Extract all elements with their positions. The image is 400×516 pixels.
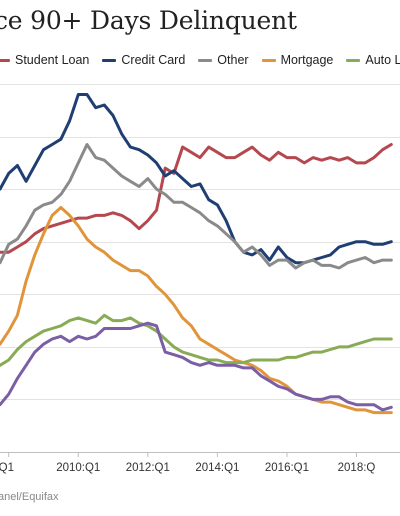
x-tick-label: 2010:Q1 [56, 462, 100, 474]
legend-item-mortgage: Mortgage [261, 53, 334, 67]
legend-item-auto-loan: Auto Lo [346, 53, 400, 67]
x-tick-label: 2018:Q [338, 462, 376, 474]
legend-swatch-credit-card [102, 58, 117, 62]
legend-label-credit-card: Credit Card [121, 53, 186, 67]
legend-item-student-loan: Student Loan [0, 53, 89, 67]
legend-swatch-other [198, 58, 213, 62]
legend-swatch-student-loan [0, 58, 10, 62]
series-line-other [0, 143, 393, 270]
legend-item-credit-card: Credit Card [102, 53, 185, 67]
legend-item-other: Other [198, 53, 249, 67]
series-line-credit-card [0, 93, 393, 265]
x-tick-label: 2014:Q1 [195, 462, 239, 474]
series-line-heloc [0, 321, 393, 412]
legend-label-other: Other [217, 53, 249, 67]
chart-grid [0, 84, 400, 453]
chart-source: anel/Equifax [0, 491, 59, 503]
chart-series [0, 93, 393, 415]
series-line-mortgage [0, 206, 393, 415]
legend-swatch-auto-loan [346, 58, 361, 62]
x-tick-label: 2016:Q1 [265, 462, 309, 474]
legend-label-auto-loan: Auto Lo [365, 53, 400, 67]
x-axis: Q1 2010:Q1 2012:Q1 2014:Q1 2016:Q1 2018:Q [0, 452, 375, 474]
series-line-auto-lo [0, 313, 393, 367]
chart-legend: Student Loan Credit Card Other Mortgage … [0, 51, 400, 69]
x-tick-label: Q1 [0, 462, 14, 474]
legend-label-student-loan: Student Loan [15, 53, 90, 67]
x-tick-label: 2012:Q1 [126, 462, 170, 474]
series-line-student-loan [0, 143, 393, 254]
chart-title: ce 90+ Days Delinquent [0, 6, 297, 35]
legend-label-mortgage: Mortgage [280, 53, 334, 67]
legend-swatch-mortgage [261, 58, 276, 62]
